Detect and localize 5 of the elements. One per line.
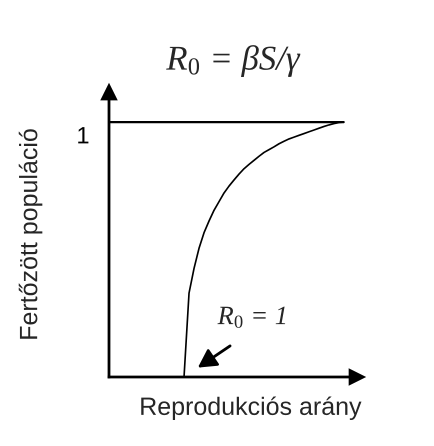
ref-line-label: 1 xyxy=(78,127,88,144)
y-axis-title: Fertőzött populáció xyxy=(18,129,42,339)
x-axis-title: Reprodukciós arány xyxy=(141,396,362,420)
chart-title: R$_{0}$ = βS/γ xyxy=(166,45,300,77)
annotation: R$_{0}$ = 1 xyxy=(217,306,286,328)
